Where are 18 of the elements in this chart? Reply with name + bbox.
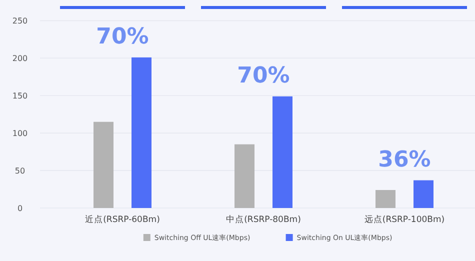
bar bbox=[94, 122, 114, 208]
bar bbox=[132, 57, 152, 208]
annotation: 36% bbox=[378, 147, 431, 172]
x-tick-label: 近点(RSRP-60Bm) bbox=[85, 214, 160, 225]
y-tick-label: 150 bbox=[12, 92, 28, 101]
bar bbox=[414, 180, 434, 208]
annotation: 70% bbox=[96, 24, 149, 50]
y-tick-label: 200 bbox=[12, 54, 28, 64]
bar bbox=[272, 96, 292, 208]
y-tick-label: 100 bbox=[12, 129, 28, 138]
y-tick-label: 0 bbox=[17, 204, 23, 213]
bar bbox=[234, 144, 254, 208]
y-tick-label: 50 bbox=[14, 166, 26, 176]
annotation: 70% bbox=[237, 63, 290, 88]
x-tick-label: 远点(RSRP-100Bm) bbox=[364, 214, 445, 225]
y-tick-label: 250 bbox=[12, 16, 28, 26]
x-tick-label: 中点(RSRP-80Bm) bbox=[226, 214, 301, 225]
bar bbox=[376, 190, 396, 208]
